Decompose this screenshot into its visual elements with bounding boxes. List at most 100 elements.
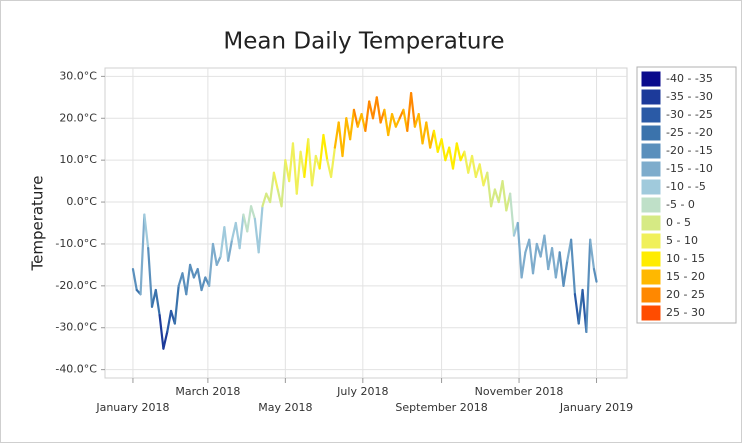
line-segment xyxy=(368,100,375,120)
line-segment xyxy=(307,138,314,187)
line-segment xyxy=(333,121,340,149)
y-tick-label: 0.0°C xyxy=(66,195,97,208)
line-segment xyxy=(337,121,344,158)
legend-label: -40 - -35 xyxy=(666,72,713,85)
line-segment xyxy=(219,226,226,258)
line-segment xyxy=(158,314,165,350)
line-segment xyxy=(451,142,458,170)
line-segment xyxy=(131,267,138,292)
y-tick-label: -10.0°C xyxy=(55,237,97,250)
line-segment xyxy=(562,259,569,287)
legend-label: 0 - 5 xyxy=(666,216,691,229)
line-segment xyxy=(486,171,493,208)
line-segment xyxy=(185,263,192,296)
legend-swatch xyxy=(640,106,662,124)
line-segment xyxy=(215,255,222,266)
legend-swatch xyxy=(640,286,662,304)
line-segment xyxy=(463,150,470,174)
legend-swatch xyxy=(640,268,662,286)
line-segment xyxy=(554,251,561,279)
legend-label: -25 - -20 xyxy=(666,126,713,139)
line-segment xyxy=(249,205,256,220)
legend-label: 25 - 30 xyxy=(666,306,705,319)
line-segment xyxy=(455,142,462,162)
line-segment xyxy=(570,238,577,296)
line-segment xyxy=(371,96,378,120)
line-segment xyxy=(173,284,180,325)
line-segment xyxy=(227,238,234,262)
legend-label: -10 - -5 xyxy=(666,180,706,193)
line-segment xyxy=(139,213,146,296)
line-segment xyxy=(490,188,497,208)
line-segment xyxy=(143,213,150,250)
line-segment xyxy=(543,234,550,271)
y-tick-label: -20.0°C xyxy=(55,279,97,292)
legend-label: -20 - -15 xyxy=(666,144,713,157)
line-segment xyxy=(409,92,416,128)
plot-area xyxy=(104,67,628,379)
line-segment xyxy=(501,180,508,212)
x-tick-label: July 2018 xyxy=(336,385,388,398)
line-segment xyxy=(246,205,253,233)
line-segment xyxy=(383,108,390,137)
line-segment xyxy=(528,238,535,275)
line-segment xyxy=(592,267,598,283)
x-tick-label: January 2019 xyxy=(559,401,633,414)
line-segment xyxy=(318,133,325,170)
line-segment xyxy=(269,171,276,204)
line-segment xyxy=(440,138,447,162)
line-segment xyxy=(234,221,241,250)
y-tick-label: -30.0°C xyxy=(55,321,97,334)
line-segment xyxy=(448,146,455,170)
legend-label: 5 - 10 xyxy=(666,234,698,247)
legend-label: 20 - 25 xyxy=(666,288,705,301)
x-tick-label: March 2018 xyxy=(175,385,240,398)
line-segment xyxy=(589,238,596,271)
line-segment xyxy=(390,112,397,128)
line-segment xyxy=(257,205,264,254)
legend-label: -30 - -25 xyxy=(666,108,713,121)
legend-label: 15 - 20 xyxy=(666,270,705,283)
legend-swatch xyxy=(640,178,662,196)
line-segment xyxy=(432,129,439,153)
line-segment xyxy=(467,154,474,174)
line-segment xyxy=(261,192,268,208)
line-segment xyxy=(211,242,218,266)
legend-swatch xyxy=(640,70,662,88)
legend-swatch xyxy=(640,88,662,106)
line-segment xyxy=(516,221,523,279)
y-tick-label: 30.0°C xyxy=(59,69,97,82)
chart-title: Mean Daily Temperature xyxy=(223,29,504,55)
line-segment xyxy=(478,163,485,187)
line-segment xyxy=(352,108,359,128)
line-segment xyxy=(364,100,371,132)
line-segment xyxy=(421,121,428,145)
x-tick-label: January 2018 xyxy=(95,401,169,414)
y-tick-label: 20.0°C xyxy=(59,111,97,124)
legend-label: -15 - -10 xyxy=(666,162,713,175)
y-tick-label: -40.0°C xyxy=(55,363,97,376)
line-segment xyxy=(375,96,382,124)
line-segment xyxy=(154,288,161,317)
legend-swatch xyxy=(640,160,662,178)
legend-label: 10 - 15 xyxy=(666,252,705,265)
line-segment xyxy=(322,133,329,162)
line-segment xyxy=(272,171,279,191)
y-axis-label: Temperature xyxy=(29,175,47,271)
legend-label: -5 - 0 xyxy=(666,198,695,211)
line-segment xyxy=(349,108,356,141)
line-segment xyxy=(425,121,432,149)
y-tick-label: 10.0°C xyxy=(59,153,97,166)
x-tick-label: September 2018 xyxy=(395,401,487,414)
line-segment xyxy=(200,276,207,292)
line-segment xyxy=(280,159,287,208)
line-segment xyxy=(166,309,173,334)
x-tick-label: May 2018 xyxy=(258,401,312,414)
line-segment xyxy=(429,129,436,149)
line-segment xyxy=(406,92,413,132)
line-segment xyxy=(188,263,196,279)
legend-swatch xyxy=(640,304,662,322)
line-segment xyxy=(470,154,477,179)
